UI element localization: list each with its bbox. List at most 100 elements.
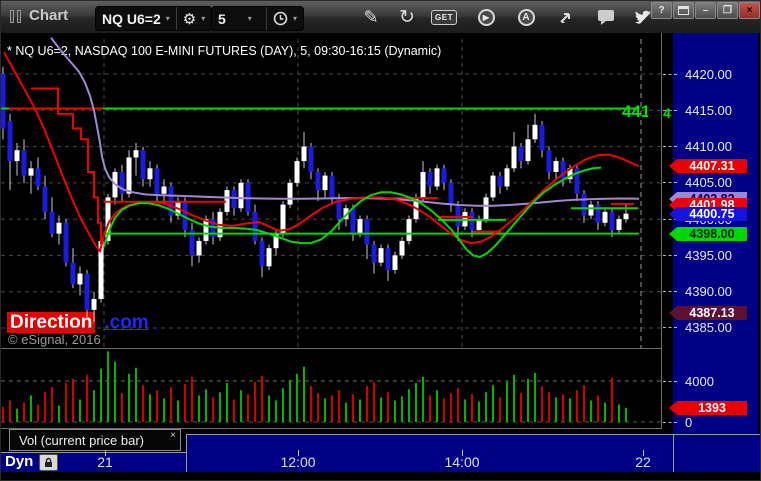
candle-body <box>252 211 258 241</box>
pane-divider[interactable] <box>1 428 662 429</box>
price-axis-label: 4415.00 <box>685 102 732 118</box>
volume-bar <box>324 398 326 422</box>
volume-bar <box>338 390 340 422</box>
price-axis-tick <box>663 291 677 293</box>
volume-bar <box>303 366 305 422</box>
candle-body <box>287 182 293 205</box>
candle-body <box>392 255 398 270</box>
volume-bar <box>450 393 452 422</box>
candle-body <box>203 219 209 241</box>
reload-chart-button[interactable]: ↻ <box>395 6 419 28</box>
time-axis-label: 14:00 <box>444 454 480 470</box>
dock-button[interactable] <box>673 2 694 19</box>
candle-body <box>315 171 321 191</box>
candle-body <box>224 190 230 212</box>
chart-window-icon <box>10 10 24 23</box>
volume-bar <box>135 367 137 422</box>
candle-body <box>91 298 97 310</box>
volume-bar <box>9 400 11 422</box>
tab-label: Vol (current price bar) <box>19 432 144 448</box>
candle-body <box>434 168 440 187</box>
tab-volume-study[interactable]: Vol (current price bar) × <box>9 429 181 451</box>
volume-bar <box>443 398 445 422</box>
volume-bar <box>541 386 543 422</box>
time-axis-label: 12:00 <box>280 454 316 470</box>
comment-button[interactable] <box>594 6 618 28</box>
time-template-button[interactable]: ▾ <box>266 7 303 30</box>
pane-divider[interactable] <box>1 348 662 349</box>
interval-group: 5 ▾ ▾ <box>211 6 305 31</box>
volume-bar <box>261 375 263 422</box>
candle-body <box>518 146 524 162</box>
volume-bar <box>513 374 515 422</box>
symbol-group: NQ U6=2 ▾ ⚙ ▾ <box>95 6 213 31</box>
window-title: Chart <box>29 7 69 24</box>
get-data-button[interactable]: GET <box>431 6 457 28</box>
candle-body <box>399 240 405 256</box>
price-axis-tick <box>663 73 677 75</box>
help-button[interactable]: ? <box>651 2 672 19</box>
dock-window-icon <box>678 6 689 15</box>
volume-pane[interactable] <box>1 349 662 428</box>
chevron-down-icon: ▾ <box>165 14 170 23</box>
candle-body <box>28 168 34 176</box>
symbol-value: NQ U6=2 <box>102 10 161 27</box>
minimize-button[interactable]: – <box>695 2 716 19</box>
candle-body <box>427 171 433 187</box>
symbol-settings-button[interactable]: ⚙ ▾ <box>175 7 211 30</box>
volume-bar <box>275 400 277 422</box>
speech-bubble-icon <box>598 9 614 25</box>
price-tag: 4398.00 <box>669 226 747 241</box>
close-icon[interactable]: × <box>170 430 176 441</box>
candle-body <box>126 157 132 194</box>
volume-bar <box>170 387 172 422</box>
interval-dropdown[interactable]: 5 ▾ <box>212 7 266 30</box>
candle-body <box>469 211 475 231</box>
time-axis-tick <box>298 450 299 456</box>
candle-body <box>336 197 342 220</box>
symbol-dropdown[interactable]: NQ U6=2 ▾ <box>96 7 176 30</box>
auto-trade-button[interactable]: A <box>514 6 538 28</box>
candle-body <box>119 171 125 194</box>
price-chart-pane[interactable]: * NQ U6=2, NASDAQ 100 E-MINI FUTURES (DA… <box>1 33 662 348</box>
maximize-button[interactable]: ❒ <box>717 2 738 19</box>
volume-bar <box>282 388 284 422</box>
candle-body <box>49 211 55 234</box>
time-axis-panel <box>186 434 760 472</box>
draw-tool-button[interactable]: ✎ <box>359 6 383 28</box>
chart-title: * NQ U6=2, NASDAQ 100 E-MINI FUTURES (DA… <box>7 44 442 58</box>
pane-right-border <box>661 33 662 429</box>
candle-body <box>210 219 216 238</box>
axis-corner-divider <box>673 434 674 472</box>
volume-bar <box>576 390 578 422</box>
close-button[interactable]: × <box>739 2 760 19</box>
candle-body <box>504 168 510 187</box>
twitter-share-button[interactable] <box>631 6 655 28</box>
candle-body <box>21 150 27 176</box>
candle-body <box>70 262 76 285</box>
candle-body <box>455 204 461 227</box>
candle-body <box>56 222 62 234</box>
volume-bar <box>58 405 60 422</box>
candle-body <box>483 197 489 220</box>
candle-body <box>133 150 139 158</box>
candle-body <box>385 248 391 270</box>
candle-body <box>280 204 286 234</box>
share-button[interactable] <box>554 6 578 28</box>
volume-bar <box>296 373 298 422</box>
replay-button[interactable]: ▶ <box>474 6 498 28</box>
price-axis[interactable] <box>673 33 758 472</box>
volume-axis-tick <box>663 380 677 382</box>
red-stair <box>31 87 102 245</box>
candle-body <box>189 230 195 256</box>
candle-body <box>581 193 587 216</box>
volume-bar <box>534 372 536 422</box>
volume-bar <box>625 407 627 422</box>
trendline-price-label: 4415 <box>622 102 648 121</box>
titlebar: Chart NQ U6=2 ▾ ⚙ ▾ 5 ▾ ▾ <box>1 1 760 34</box>
volume-bar <box>422 376 424 422</box>
candle-body <box>154 168 160 194</box>
volume-bar <box>352 394 354 422</box>
time-lock-toggle[interactable] <box>39 454 58 471</box>
price-axis-label: 4395.00 <box>685 247 732 263</box>
